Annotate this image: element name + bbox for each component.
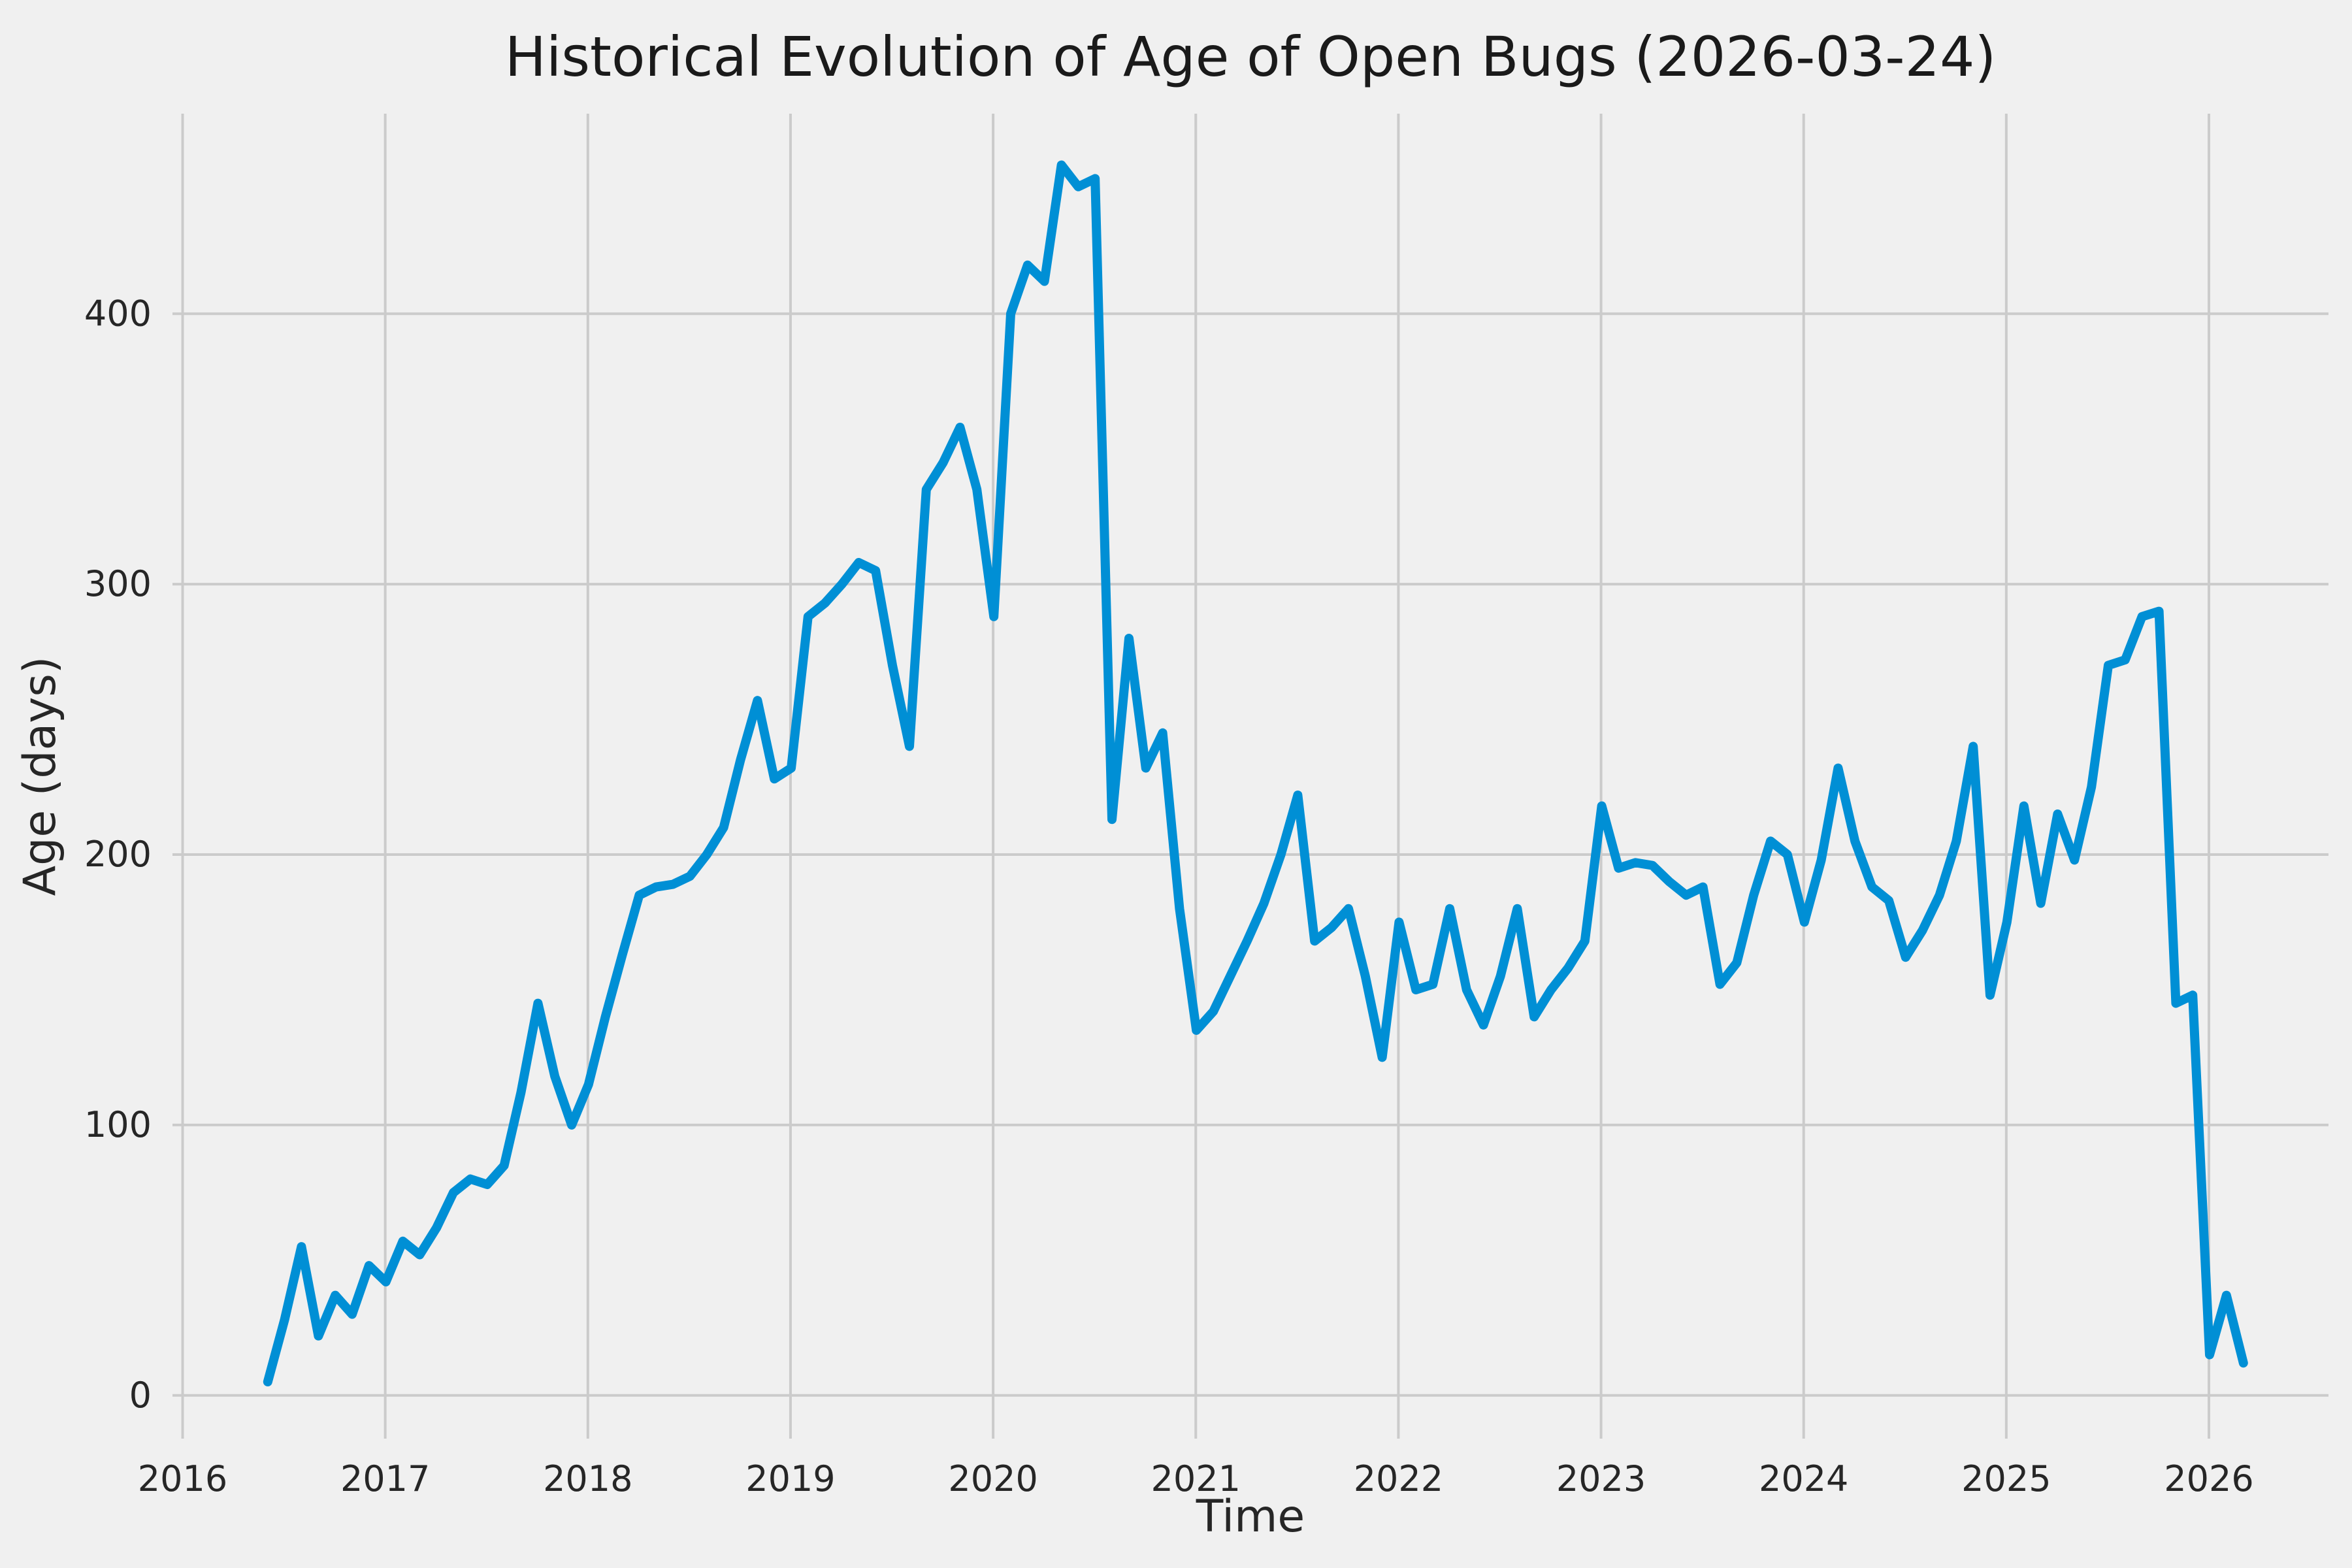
- x-tick-label: 2019: [745, 1458, 835, 1499]
- x-tick-label: 2016: [138, 1458, 227, 1499]
- x-tick-label: 2024: [1759, 1458, 1848, 1499]
- y-tick-label: 300: [84, 563, 152, 604]
- x-tick-label: 2021: [1151, 1458, 1241, 1499]
- y-tick-label: 200: [84, 834, 152, 875]
- y-tick-label: 100: [84, 1104, 152, 1145]
- x-tick-label: 2017: [340, 1458, 430, 1499]
- x-tick-label: 2023: [1556, 1458, 1646, 1499]
- x-tick-label: 2018: [543, 1458, 632, 1499]
- x-axis-label: Time: [1196, 1491, 1305, 1543]
- series-line: [263, 160, 2248, 1386]
- y-axis-label: Age (days): [14, 657, 66, 896]
- y-tick-label: 0: [129, 1375, 152, 1416]
- x-tick-label: 2020: [948, 1458, 1037, 1499]
- gridlines: [172, 114, 2328, 1439]
- y-tick-labels: 0 100 200 300 400: [84, 293, 152, 1416]
- x-tick-label: 2022: [1354, 1458, 1443, 1499]
- chart-title: Historical Evolution of Age of Open Bugs…: [505, 25, 1996, 89]
- x-tick-labels: 2016 2017 2018 2019 2020 2021 2022 2023 2024 2025…: [138, 1458, 2254, 1499]
- x-tick-label: 2025: [1961, 1458, 2051, 1499]
- x-tick-label: 2026: [2164, 1458, 2253, 1499]
- y-tick-label: 400: [84, 293, 152, 334]
